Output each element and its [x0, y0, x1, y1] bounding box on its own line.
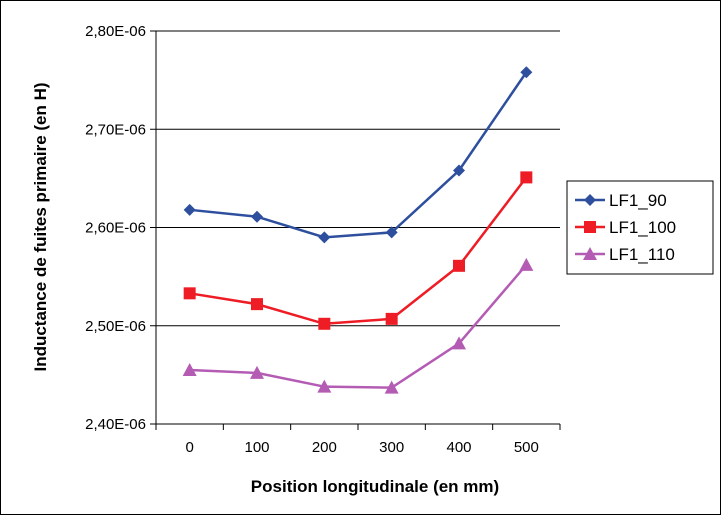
data-point — [250, 365, 264, 379]
data-point — [317, 379, 332, 393]
legend-label: LF1_100 — [609, 218, 676, 237]
x-tick-label: 400 — [446, 439, 471, 456]
x-axis-title: Position longitudinale (en mm) — [251, 477, 499, 496]
x-tick-label: 300 — [379, 439, 404, 456]
x-tick-label: 0 — [185, 439, 193, 456]
y-tick-label: 2,70E-06 — [85, 121, 146, 138]
x-tick-label: 500 — [514, 439, 539, 456]
legend-marker — [583, 247, 597, 260]
data-point — [453, 164, 465, 177]
data-point — [452, 336, 466, 350]
x-tick-label: 100 — [244, 439, 269, 456]
y-tick-label: 2,40E-06 — [85, 416, 146, 433]
series-line — [189, 264, 528, 389]
data-point — [183, 203, 196, 216]
legend-label: LF1_110 — [609, 245, 675, 264]
x-tick-label: 200 — [312, 439, 337, 456]
y-tick-label: 2,60E-06 — [85, 220, 146, 237]
data-point — [453, 259, 465, 272]
y-tick-label: 2,80E-06 — [85, 23, 146, 40]
data-point — [384, 380, 399, 394]
axes: 2,40E-06 2,50E-06 2,60E-06 2,70E-06 2,80E-06… — [85, 23, 561, 456]
data-point — [385, 312, 398, 325]
legend-marker — [584, 221, 596, 233]
data-point — [251, 210, 263, 223]
data-point — [251, 298, 263, 311]
data-point — [520, 171, 533, 184]
data-point — [385, 226, 398, 239]
series-line — [189, 71, 528, 239]
data-point — [520, 66, 533, 79]
legend: LF1_90 LF1_100 LF1_110 — [566, 180, 714, 275]
legend-label: LF1_90 — [609, 191, 667, 210]
data-point — [183, 287, 196, 300]
data-point — [182, 362, 197, 376]
grid — [156, 30, 560, 327]
data-point — [519, 257, 534, 271]
series — [182, 66, 534, 394]
data-point — [318, 317, 331, 330]
y-axis-title: Inductance de fuites primaire (en H) — [31, 82, 50, 371]
series-line — [189, 176, 528, 326]
data-point — [318, 231, 331, 244]
legend-marker — [584, 194, 596, 206]
y-tick-label: 2,50E-06 — [85, 318, 146, 335]
